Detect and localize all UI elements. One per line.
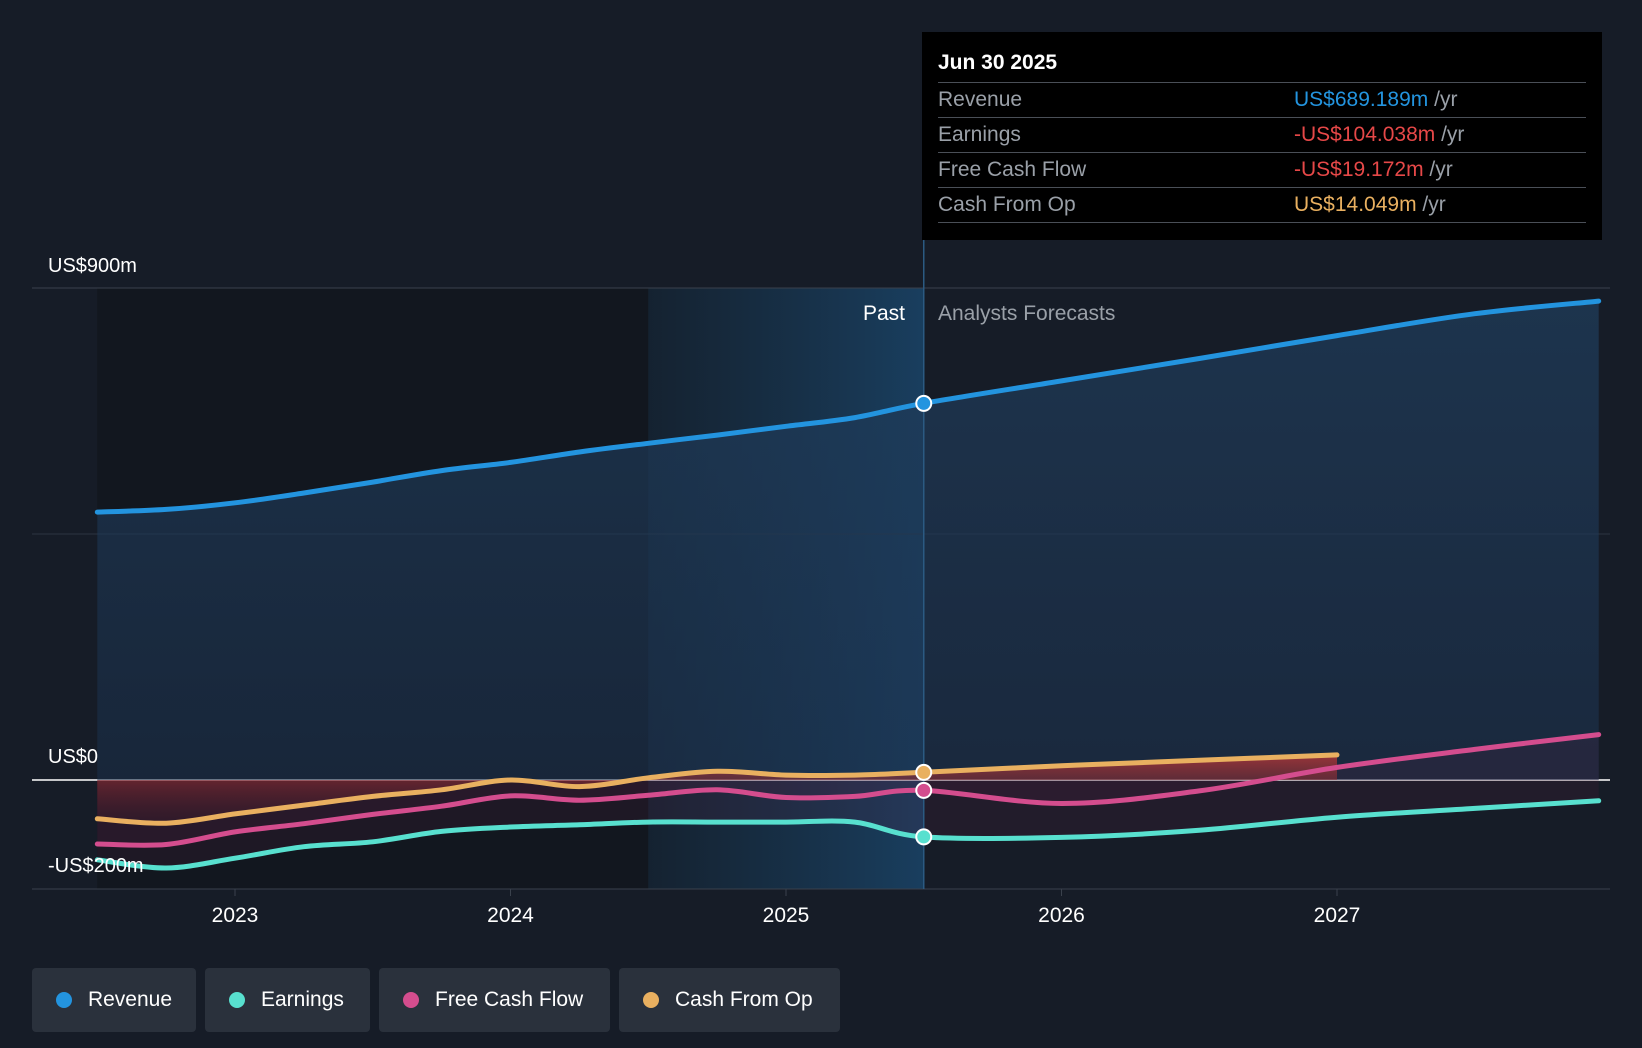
tooltip-label: Earnings (938, 123, 1021, 146)
legend-label: Revenue (87, 988, 172, 1011)
forecast-label: Analysts Forecasts (938, 302, 1115, 325)
tooltip-row-cash-from-op: Cash From Op US$14.049m /yr (938, 187, 1586, 223)
tooltip-row-earnings: Earnings -US$104.038m /yr (938, 117, 1586, 152)
legend-dot-icon (403, 992, 419, 1008)
x-axis-ticks: 2023 2024 2025 2026 2027 (212, 889, 1361, 927)
tooltip-date: Jun 30 2025 (938, 51, 1058, 74)
tooltip-value: -US$19.172m (1294, 158, 1424, 181)
legend-dot-icon (643, 992, 659, 1008)
x-tick-label: 2024 (487, 904, 534, 927)
legend-item-revenue[interactable]: Revenue (32, 968, 196, 1032)
legend-label: Cash From Op (675, 988, 813, 1011)
legend-label: Earnings (261, 988, 344, 1011)
x-tick-label: 2026 (1038, 904, 1085, 927)
tooltip-value: -US$104.038m (1294, 123, 1436, 146)
area-cash-from-op (97, 754, 1337, 824)
area-free-cash-flow (97, 734, 1599, 846)
x-tick-label: 2023 (212, 904, 259, 927)
tooltip-unit: /yr (1429, 158, 1453, 181)
tooltip: Jun 30 2025 Revenue US$689.189m /yr Earn… (922, 32, 1602, 240)
past-label: Past (863, 302, 905, 325)
marker-earnings (915, 828, 933, 846)
legend-item-free-cash-flow[interactable]: Free Cash Flow (379, 968, 610, 1032)
revenue-area (97, 301, 1599, 780)
series-line-free-cash-flow (94, 732, 1602, 848)
tooltip-label: Cash From Op (938, 193, 1076, 216)
tooltip-unit: /yr (1441, 123, 1465, 146)
tooltip-value: US$689.189m (1294, 88, 1429, 111)
series-line-revenue (94, 298, 1602, 515)
y-label-bottom: -US$200m (48, 855, 144, 877)
tooltip-unit: /yr (1434, 88, 1458, 111)
legend-dot-icon (229, 992, 245, 1008)
x-tick-label: 2025 (763, 904, 810, 927)
legend-item-cash-from-op[interactable]: Cash From Op (619, 968, 840, 1032)
tooltip-value: US$14.049m (1294, 193, 1417, 216)
hover-markers (915, 394, 933, 846)
series-lines (94, 298, 1602, 871)
tooltip-row-revenue: Revenue US$689.189m /yr (938, 82, 1586, 117)
marker-cash-from-op (915, 763, 933, 781)
marker-revenue (915, 394, 933, 412)
x-tick-label: 2027 (1314, 904, 1361, 927)
tooltip-unit: /yr (1422, 193, 1446, 216)
legend: Revenue Earnings Free Cash Flow Cash Fro… (32, 968, 840, 1032)
series-line-cash-from-op (94, 752, 1340, 826)
legend-item-earnings[interactable]: Earnings (205, 968, 370, 1032)
legend-label: Free Cash Flow (435, 988, 584, 1011)
marker-free-cash-flow (915, 781, 933, 799)
series-line-earnings (94, 798, 1602, 871)
tooltip-row-free-cash-flow: Free Cash Flow -US$19.172m /yr (938, 152, 1586, 187)
tooltip-label: Revenue (938, 88, 1023, 111)
y-label-top: US$900m (48, 255, 137, 277)
legend-dot-icon (56, 992, 72, 1008)
tooltip-label: Free Cash Flow (938, 158, 1087, 181)
y-label-zero: US$0 (48, 746, 98, 768)
